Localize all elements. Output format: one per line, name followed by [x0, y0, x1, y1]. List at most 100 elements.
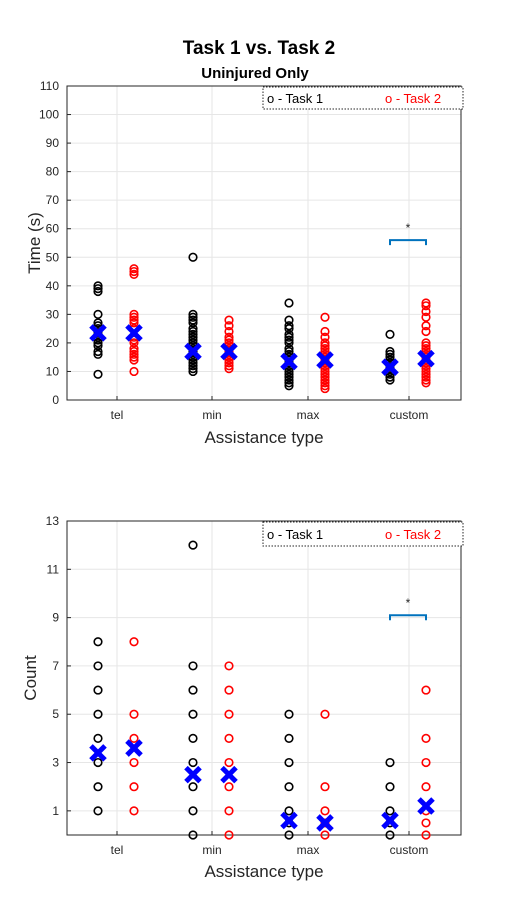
data-point: [421, 341, 431, 351]
data-point: [284, 324, 294, 334]
data-point: [93, 284, 103, 294]
data-point: [284, 381, 294, 391]
data-point: [188, 324, 198, 334]
data-point: [188, 338, 198, 348]
y-tick-label: 110: [40, 79, 59, 93]
data-point: [385, 346, 395, 357]
mean-marker: [280, 811, 298, 830]
data-point: [188, 661, 198, 671]
chart-title: Task 1 vs. Task 2: [183, 38, 335, 59]
data-point: [224, 332, 234, 342]
significance-marker: *: [406, 221, 411, 235]
data-point: [284, 315, 294, 325]
data-point: [188, 329, 198, 339]
data-point: [385, 782, 395, 792]
data-point: [421, 830, 431, 840]
x-axis-label: Assistance type: [204, 428, 323, 447]
data-point: [320, 375, 330, 385]
mean-marker: [316, 814, 334, 832]
data-point: [129, 266, 139, 277]
x-tick-label: tel: [111, 408, 124, 422]
data-point: [93, 286, 103, 297]
legend-entry-task1: o - Task 1: [267, 91, 323, 106]
y-tick-label: 5: [52, 707, 59, 721]
data-point: [284, 375, 294, 385]
data-point: [129, 312, 139, 322]
data-point: [188, 806, 198, 816]
data-point: [224, 326, 234, 337]
data-point: [284, 372, 294, 382]
data-point: [93, 733, 103, 743]
data-point: [188, 364, 198, 374]
data-point: [188, 709, 198, 719]
data-point: [93, 637, 103, 647]
x-tick-label: custom: [390, 843, 429, 857]
data-point: [421, 757, 431, 768]
y-tick-label: 70: [46, 193, 60, 207]
mean-marker-stroke: [316, 351, 334, 369]
data-point: [188, 361, 198, 371]
x-tick-label: tel: [111, 843, 124, 857]
data-point: [320, 378, 330, 388]
data-point: [129, 318, 139, 328]
mean-marker: [316, 351, 334, 369]
significance-bracket: [389, 614, 427, 621]
data-point: [284, 757, 294, 768]
data-point: [320, 372, 330, 382]
data-point: [224, 830, 234, 840]
mean-marker-stroke: [381, 811, 399, 830]
data-point: [93, 281, 103, 291]
mean-marker-stroke: [417, 797, 435, 815]
data-point: [421, 375, 431, 385]
legend-entry-task1: o - Task 1: [267, 527, 323, 542]
data-point: [320, 782, 330, 792]
data-point: [224, 358, 234, 368]
data-point: [224, 685, 234, 695]
y-tick-label: 0: [52, 393, 59, 407]
data-point: [93, 369, 103, 379]
legend-box: [262, 521, 464, 547]
data-point: [129, 366, 139, 377]
data-point: [284, 335, 294, 345]
legend-box: [262, 86, 464, 110]
y-tick-label: 100: [39, 108, 59, 122]
data-point: [129, 349, 139, 359]
data-point: [284, 830, 294, 840]
data-point: [320, 344, 330, 354]
data-point: [421, 338, 431, 348]
mean-marker: [220, 765, 238, 784]
data-point: [188, 830, 198, 840]
data-point: [385, 830, 395, 840]
data-point: [129, 637, 139, 647]
mean-marker-stroke: [125, 324, 143, 342]
mean-marker: [89, 744, 107, 762]
data-point: [320, 818, 330, 828]
mean-marker-stroke: [89, 324, 107, 342]
data-point: [421, 344, 431, 354]
data-point: [224, 364, 234, 374]
data-point: [320, 381, 330, 391]
data-point: [385, 757, 395, 768]
data-point: [284, 806, 294, 816]
data-point: [129, 733, 139, 743]
data-point: [129, 346, 139, 357]
data-point: [284, 344, 294, 354]
data-point: [188, 332, 198, 342]
data-point: [320, 332, 330, 342]
significance-bracket: [389, 239, 427, 246]
data-point: [93, 709, 103, 719]
mean-marker: [220, 342, 238, 361]
data-point: [129, 315, 139, 325]
data-point: [284, 369, 294, 379]
data-point: [188, 326, 198, 337]
data-point: [188, 346, 198, 357]
data-point: [320, 326, 330, 337]
data-point: [421, 298, 431, 308]
data-point: [421, 685, 431, 695]
y-tick-label: 80: [46, 165, 60, 179]
data-point: [421, 312, 431, 322]
data-point: [320, 366, 330, 377]
mean-marker-stroke: [220, 342, 238, 361]
y-tick-label: 11: [47, 562, 60, 576]
data-point: [421, 378, 431, 388]
